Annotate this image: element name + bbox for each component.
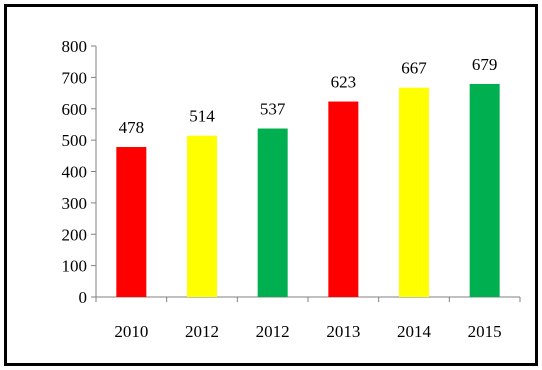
bar-chart: 0 100 200 300 400 500 600 700 800 478 2010 514 2012 5… (62, 37, 521, 341)
x-tick-label: 2013 (326, 322, 360, 341)
bar (469, 83, 500, 298)
bar (187, 135, 217, 297)
data-label: 478 (119, 118, 145, 137)
bar (328, 101, 359, 297)
x-tick-label: 2010 (114, 322, 148, 341)
bar (399, 87, 429, 297)
x-tick-label: 2015 (468, 322, 502, 341)
y-tick-label: 700 (62, 68, 88, 87)
x-tick-label: 2014 (397, 322, 432, 341)
y-tick-label: 0 (79, 288, 88, 307)
data-label: 537 (260, 100, 286, 119)
y-tick-label: 400 (62, 163, 88, 182)
y-tick-label: 200 (62, 225, 88, 244)
bar (116, 147, 147, 297)
chart-frame: 0 100 200 300 400 500 600 700 800 478 2010 514 2012 5… (4, 4, 538, 366)
data-label: 679 (472, 55, 498, 74)
x-tick-label: 2012 (185, 322, 219, 341)
y-tick-label: 800 (62, 37, 88, 56)
data-label: 667 (401, 59, 427, 78)
x-tick-label: 2012 (256, 322, 290, 341)
y-tick-label: 300 (62, 194, 88, 213)
data-label: 623 (331, 73, 357, 92)
y-tick-label: 600 (62, 100, 88, 119)
data-label: 514 (189, 107, 215, 126)
y-tick-label: 500 (62, 131, 88, 150)
bar (257, 128, 288, 297)
y-tick-label: 100 (62, 257, 88, 276)
